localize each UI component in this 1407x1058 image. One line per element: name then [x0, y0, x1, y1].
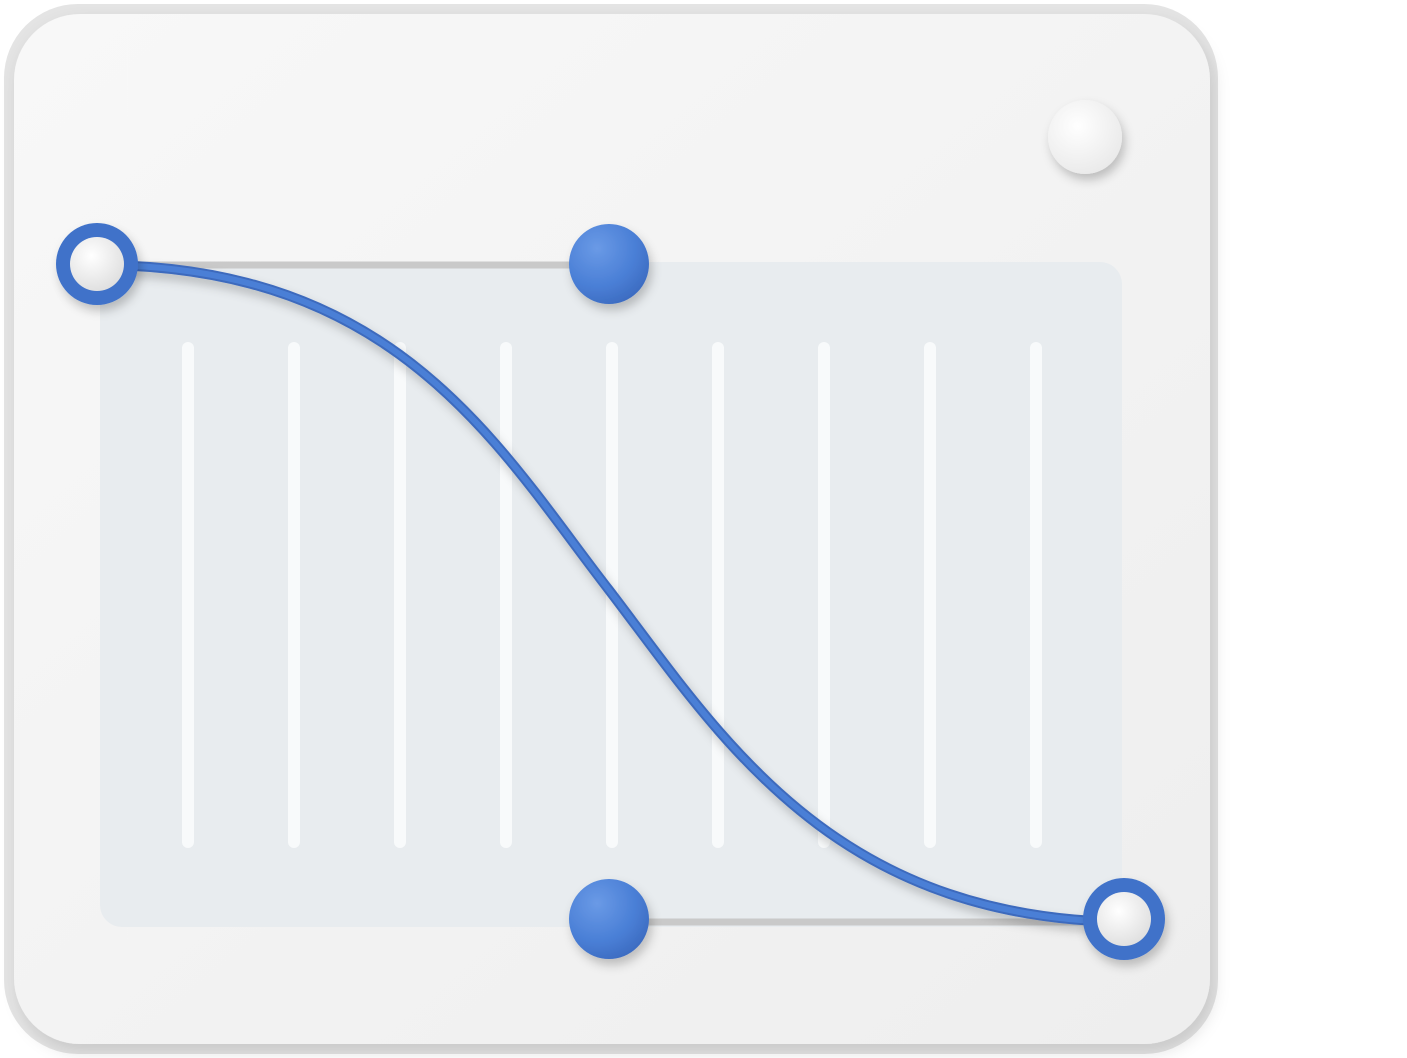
control-node-bottom — [569, 879, 649, 959]
endpoint-node-end — [1083, 878, 1165, 960]
grid-lines — [182, 342, 1042, 848]
corner-button-icon — [1048, 100, 1122, 174]
control-node-top — [569, 224, 649, 304]
endpoint-node-start — [56, 223, 138, 305]
bezier-curve-highlight — [95, 262, 1127, 925]
